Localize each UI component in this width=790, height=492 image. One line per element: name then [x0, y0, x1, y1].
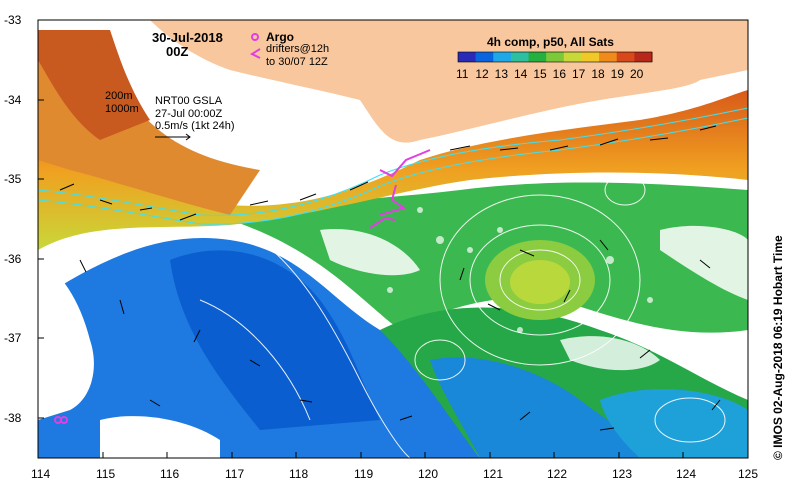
- colorbar-swatches: [458, 52, 653, 62]
- y-tick: -37: [4, 331, 22, 345]
- sst-field: [38, 20, 748, 458]
- colorbar-tick-label: 13: [495, 67, 509, 81]
- colorbar-swatch: [493, 52, 512, 62]
- credit-text: © IMOS 02-Aug-2018 06:19 Hobart Time: [771, 235, 785, 460]
- y-tick: -33: [4, 13, 22, 27]
- colorbar-tick-label: 12: [475, 67, 489, 81]
- contour-label-1000m: 1000m: [105, 103, 139, 115]
- vector-scale-arrow: [155, 133, 191, 141]
- x-tick: 116: [160, 467, 179, 481]
- colorbar-tick-label: 15: [533, 67, 547, 81]
- y-tick: -34: [4, 93, 22, 107]
- colorbar-swatch: [458, 52, 477, 62]
- drifter-legend-line2: to 30/07 12Z: [266, 56, 328, 68]
- colorbar-swatch: [528, 52, 547, 62]
- colorbar-tick-label: 11: [456, 67, 469, 81]
- x-tick: 123: [612, 467, 632, 481]
- colorbar-ticks: 11 12 13 14 15 16 17 18 19 20: [456, 67, 644, 81]
- y-axis: -33 -34 -35 -36 -37 -38: [4, 13, 44, 425]
- colorbar-swatch: [599, 52, 618, 62]
- colorbar-tick-label: 18: [591, 67, 605, 81]
- sla-date: 27-Jul 00:00Z: [155, 108, 223, 120]
- colorbar-tick-label: 19: [611, 67, 625, 81]
- x-tick: 122: [547, 467, 567, 481]
- argo-legend-label: Argo: [266, 30, 294, 44]
- x-tick: 119: [354, 467, 373, 481]
- argo-floats: [54, 416, 68, 424]
- colorbar-tick-label: 17: [572, 67, 586, 81]
- colorbar-swatch: [510, 52, 530, 62]
- colorbar-swatch: [546, 52, 565, 62]
- colorbar-swatch: [581, 52, 600, 62]
- contour-label-200m: 200m: [105, 90, 133, 102]
- drifter-legend-line1: drifters@12h: [266, 43, 329, 55]
- sla-label: NRT00 GSLA: [155, 95, 223, 107]
- platform-legend: Argo drifters@12h to 30/07 12Z: [249, 30, 329, 68]
- argo-legend-icon: [251, 33, 259, 41]
- land-australia: [150, 20, 748, 143]
- colorbar: 4h comp, p50, All Sats 11 12 13 14 15 16 17 18 1…: [456, 35, 653, 81]
- x-tick: 125: [738, 467, 758, 481]
- credit-strip: © IMOS 02-Aug-2018 06:19 Hobart Time: [771, 235, 785, 460]
- x-tick: 121: [483, 467, 503, 481]
- x-tick: 124: [676, 467, 696, 481]
- y-tick: -38: [4, 411, 22, 425]
- vector-scale-label: 0.5m/s (1kt 24h): [155, 120, 234, 132]
- drifter-legend-icon: [249, 48, 261, 59]
- map-time: 00Z: [166, 44, 188, 59]
- y-tick: -35: [4, 172, 22, 186]
- colorbar-swatch: [563, 52, 582, 62]
- colorbar-swatch: [475, 52, 494, 62]
- drifter-tracks: [369, 149, 431, 229]
- map-date: 30-Jul-2018: [152, 30, 223, 45]
- plot-border: [37, 19, 749, 459]
- x-tick: 118: [289, 467, 308, 481]
- x-tick: 115: [96, 467, 115, 481]
- x-axis: 114 115 116 117 118 119 120 121 122 123 …: [31, 452, 758, 481]
- colorbar-swatch: [616, 52, 635, 62]
- colorbar-swatch: [634, 52, 653, 62]
- x-tick: 117: [225, 467, 244, 481]
- colorbar-tick-label: 16: [553, 67, 567, 81]
- y-tick: -36: [4, 252, 22, 266]
- colorbar-tick-label: 20: [630, 67, 644, 81]
- annotation-block: 200m 1000m NRT00 GSLA 27-Jul 00:00Z 0.5m…: [105, 90, 234, 141]
- x-tick: 120: [418, 467, 438, 481]
- colorbar-tick-label: 14: [514, 67, 528, 81]
- x-tick: 114: [31, 467, 50, 481]
- colorbar-title: 4h comp, p50, All Sats: [487, 35, 614, 49]
